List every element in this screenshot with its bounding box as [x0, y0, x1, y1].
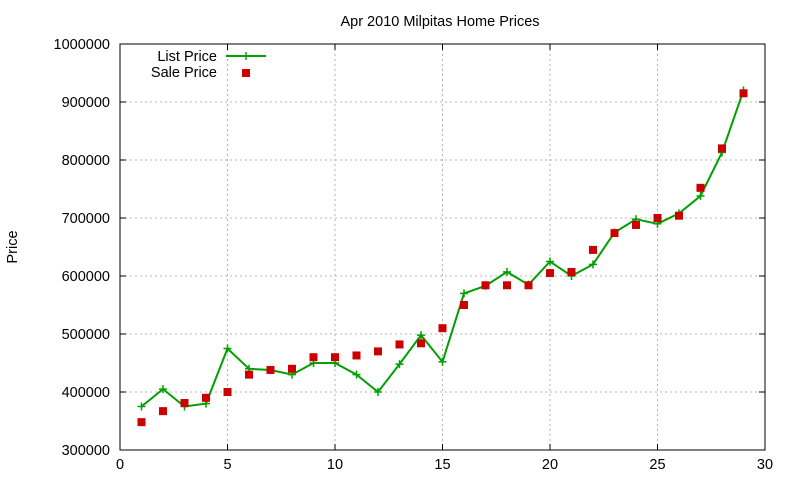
- data-point: [546, 269, 554, 278]
- data-point: [266, 365, 275, 374]
- series-sale-price: [137, 89, 748, 427]
- data-point: [503, 281, 511, 290]
- y-axis: 300000 400000 500000 600000 700000 800000 9000…: [54, 37, 765, 459]
- x-tick-label: 15: [434, 457, 450, 473]
- y-tick-label: 700000: [62, 211, 110, 227]
- plot-border: [119, 43, 766, 451]
- legend-marker: [242, 52, 250, 60]
- data-point: [202, 393, 210, 402]
- data-point: [460, 289, 468, 298]
- legend-label: Sale Price: [151, 65, 217, 81]
- chart-title: Apr 2010 Milpitas Home Prices: [340, 14, 539, 30]
- data-point: [546, 257, 554, 266]
- data-point: [524, 281, 533, 290]
- x-tick-label: 30: [757, 457, 773, 473]
- data-point: [610, 229, 619, 238]
- y-tick-label: 1000000: [54, 37, 110, 53]
- data-point: [159, 385, 167, 394]
- data-point: [589, 260, 597, 269]
- data-point: [739, 89, 748, 98]
- data-point: [696, 183, 705, 192]
- data-point: [395, 360, 404, 369]
- x-tick-label: 5: [223, 457, 231, 473]
- x-tick-label: 10: [327, 457, 343, 473]
- data-point: [503, 267, 511, 276]
- data-point: [395, 340, 404, 349]
- y-tick-label: 600000: [62, 269, 110, 285]
- data-point: [137, 418, 146, 427]
- data-point: [309, 353, 318, 362]
- legend-label: List Price: [157, 49, 217, 65]
- data-point: [589, 245, 597, 254]
- data-point: [331, 353, 339, 362]
- data-point: [137, 402, 146, 411]
- data-point: [374, 388, 382, 396]
- data-point: [718, 144, 726, 153]
- data-point: [675, 211, 683, 220]
- data-point: [460, 301, 468, 309]
- grid: [120, 44, 765, 450]
- data-point: [417, 331, 425, 340]
- data-point: [567, 267, 576, 276]
- data-point: [245, 370, 253, 379]
- data-point: [223, 344, 232, 353]
- data-point: [481, 281, 490, 290]
- data-point: [288, 364, 296, 373]
- data-point: [653, 214, 662, 222]
- data-point: [438, 357, 447, 366]
- y-tick-label: 800000: [62, 153, 110, 169]
- data-point: [417, 339, 425, 348]
- x-tick-label: 20: [542, 457, 558, 473]
- data-point: [696, 191, 705, 200]
- data-point: [632, 220, 640, 229]
- legend-swatch: [242, 69, 250, 77]
- data-point: [159, 407, 167, 416]
- series-list-price: [137, 86, 748, 411]
- data-point: [438, 324, 447, 333]
- y-tick-label: 500000: [62, 327, 110, 343]
- data-point: [180, 399, 189, 408]
- x-tick-label: 0: [116, 457, 124, 473]
- y-tick-label: 400000: [62, 385, 110, 401]
- y-tick-label: 300000: [62, 443, 110, 459]
- data-point: [223, 388, 232, 396]
- data-point: [352, 370, 361, 379]
- x-axis: 0 5 10 15 20 25 30: [116, 44, 773, 473]
- y-tick-label: 900000: [62, 95, 110, 111]
- series-layer: [137, 86, 748, 427]
- x-tick-label: 25: [649, 457, 665, 473]
- data-point: [352, 351, 361, 360]
- data-point: [374, 347, 382, 356]
- y-axis-label: Price: [5, 230, 21, 263]
